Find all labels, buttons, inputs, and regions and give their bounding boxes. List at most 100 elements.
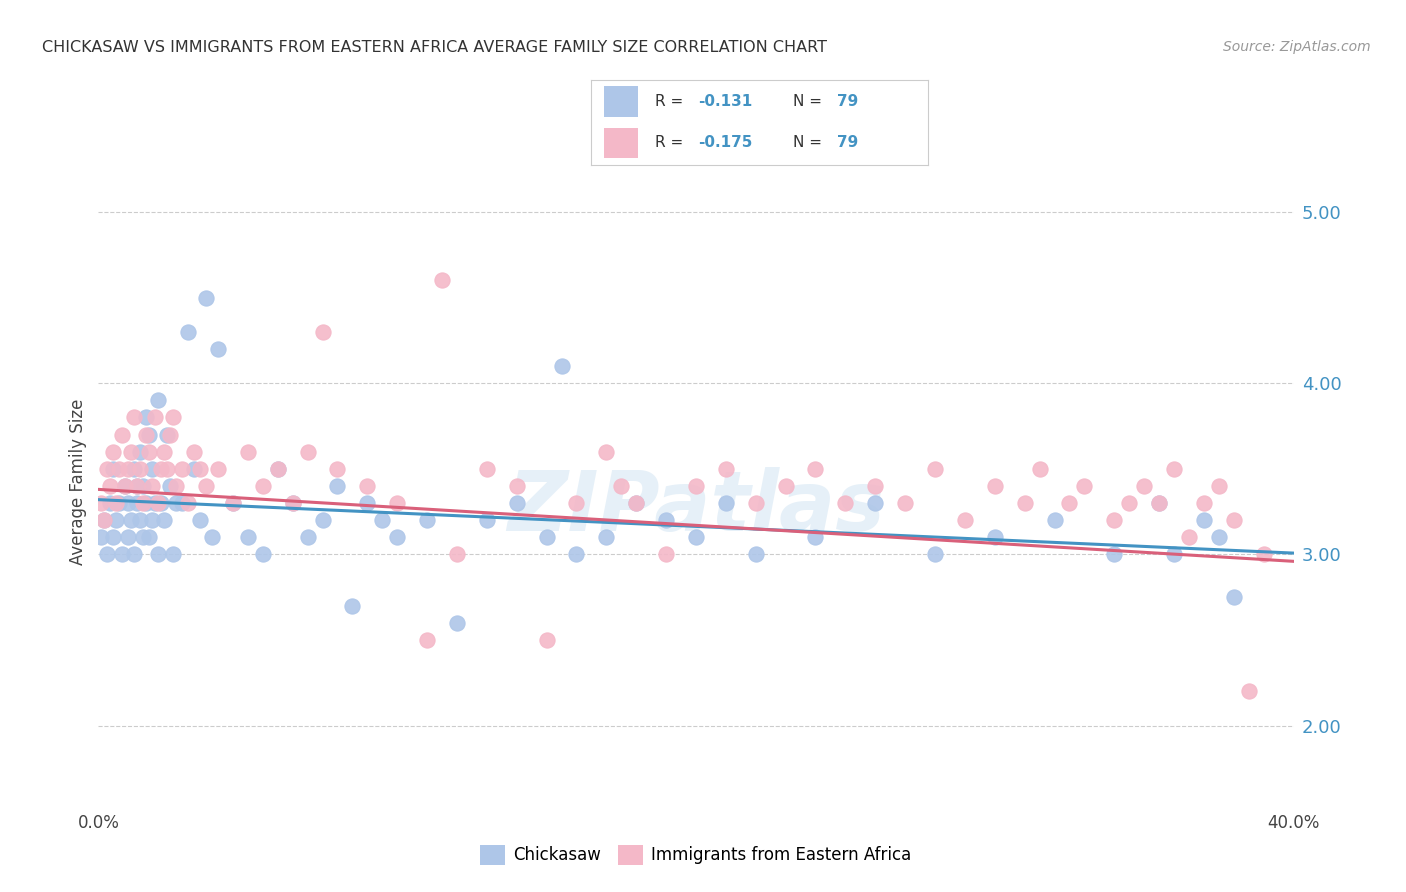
Point (177, 496, 200, 510)
Legend: Chickasaw, Immigrants from Eastern Africa: Chickasaw, Immigrants from Eastern Afric… (474, 838, 918, 871)
Point (138, 444, 160, 458)
Point (685, 479, 707, 493)
Point (150, 496, 173, 510)
Point (297, 530, 319, 544)
Point (416, 513, 439, 527)
Point (1223, 513, 1246, 527)
Point (156, 462, 179, 476)
Point (1043, 513, 1066, 527)
Point (326, 479, 349, 493)
Point (148, 496, 170, 510)
Point (117, 496, 139, 510)
Text: R =: R = (655, 136, 688, 151)
Point (1118, 496, 1140, 510)
Point (120, 444, 142, 458)
Point (93, 513, 115, 527)
Point (1104, 513, 1126, 527)
Point (96, 548, 118, 562)
Point (685, 530, 707, 544)
Point (105, 496, 128, 510)
Point (775, 479, 797, 493)
Point (655, 513, 678, 527)
Point (550, 359, 572, 373)
Y-axis label: Average Family Size: Average Family Size (69, 399, 87, 565)
Point (475, 513, 498, 527)
Point (356, 479, 378, 493)
Point (96, 462, 118, 476)
Point (132, 530, 155, 544)
Point (506, 479, 529, 493)
Point (536, 633, 558, 648)
Point (1147, 496, 1170, 510)
Point (188, 513, 211, 527)
Point (281, 496, 304, 510)
Point (1223, 591, 1246, 605)
Point (1133, 479, 1156, 493)
Point (416, 633, 439, 648)
Point (114, 479, 136, 493)
Point (267, 462, 290, 476)
Point (924, 548, 946, 562)
Point (135, 427, 157, 442)
Point (1192, 496, 1215, 510)
Point (371, 513, 394, 527)
Point (207, 462, 229, 476)
Point (804, 530, 827, 544)
Point (129, 462, 152, 476)
Point (446, 548, 468, 562)
Point (141, 462, 163, 476)
Text: Source: ZipAtlas.com: Source: ZipAtlas.com (1223, 40, 1371, 54)
Point (865, 496, 887, 510)
Point (129, 444, 152, 458)
Point (132, 496, 155, 510)
Point (252, 479, 274, 493)
Point (924, 462, 946, 476)
Point (714, 462, 737, 476)
Point (127, 479, 149, 493)
Point (610, 479, 633, 493)
Point (385, 530, 409, 544)
Point (153, 513, 176, 527)
Point (565, 496, 588, 510)
Text: N =: N = (793, 94, 827, 109)
Point (90, 530, 112, 544)
Point (195, 291, 218, 305)
Point (1073, 479, 1095, 493)
Point (385, 496, 409, 510)
Text: -0.175: -0.175 (699, 136, 752, 151)
Point (207, 342, 229, 356)
Point (103, 530, 125, 544)
Point (1208, 530, 1230, 544)
Point (655, 548, 678, 562)
Point (138, 427, 160, 442)
Point (1253, 548, 1275, 562)
Point (1059, 496, 1081, 510)
Point (222, 496, 245, 510)
Point (281, 496, 304, 510)
Point (108, 496, 131, 510)
Text: -0.131: -0.131 (699, 94, 752, 109)
Point (159, 427, 181, 442)
Point (93, 513, 115, 527)
Point (326, 462, 349, 476)
Point (148, 393, 170, 408)
Point (536, 530, 558, 544)
Point (1104, 548, 1126, 562)
Point (100, 479, 122, 493)
Point (865, 479, 887, 493)
Point (141, 479, 163, 493)
Point (297, 444, 319, 458)
Point (1163, 462, 1185, 476)
Point (356, 496, 378, 510)
Point (172, 462, 194, 476)
Point (124, 548, 146, 562)
Point (143, 496, 166, 510)
Point (565, 548, 588, 562)
Point (506, 496, 529, 510)
Point (117, 462, 139, 476)
Point (1163, 548, 1185, 562)
Point (150, 462, 173, 476)
Point (111, 427, 134, 442)
Point (626, 496, 648, 510)
Point (138, 530, 160, 544)
